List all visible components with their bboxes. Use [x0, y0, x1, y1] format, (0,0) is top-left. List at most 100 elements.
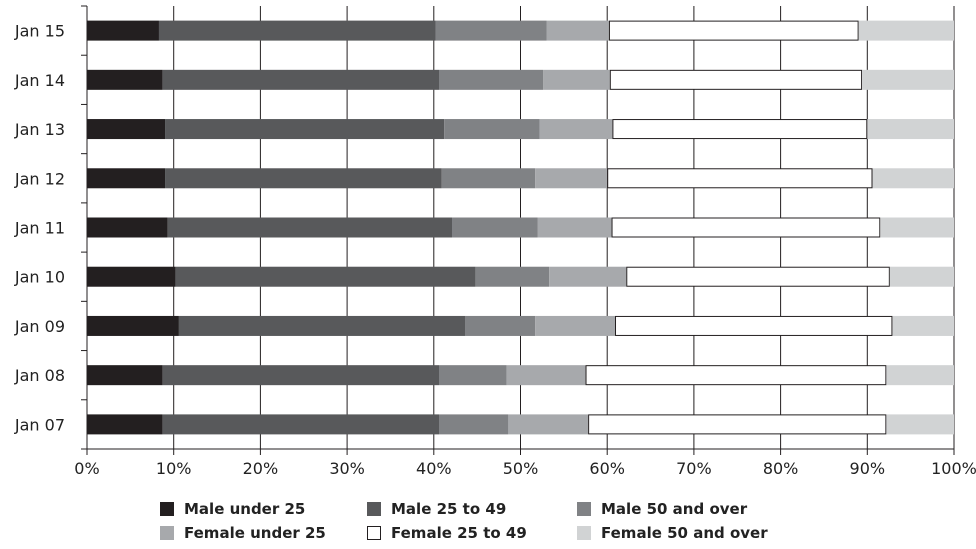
legend-label: Female 25 to 49: [391, 524, 527, 542]
bar-segment: [858, 20, 954, 41]
bar-segment: [609, 69, 863, 90]
bar-segment: [506, 365, 586, 386]
bar-segment: [87, 266, 176, 287]
y-category-label: Jan 10: [14, 268, 65, 287]
legend-swatch: [367, 502, 381, 516]
bar-segment: [535, 315, 616, 336]
bar-segment: [615, 315, 893, 336]
x-tick-label: 10%: [156, 459, 192, 478]
legend-label: Male under 25: [184, 500, 306, 518]
y-category-label: Jan 13: [14, 120, 65, 139]
y-category-labels: Jan 15 Jan 14 Jan 13 Jan 12 Jan 11 Jan 10 Jan …: [14, 22, 65, 435]
x-tick-label: 40%: [416, 459, 452, 478]
bar-segment: [539, 119, 613, 140]
bar-segment: [537, 217, 612, 238]
bar-segment: [626, 266, 890, 287]
x-tick-label: 60%: [589, 459, 625, 478]
bar-segment: [862, 69, 954, 90]
bar-segment: [549, 266, 627, 287]
bar-segment: [612, 119, 868, 140]
y-category-label: Jan 14: [14, 71, 65, 90]
bar-segment: [886, 414, 954, 435]
x-tick-label: 80%: [763, 459, 799, 478]
bar-segment: [611, 217, 881, 238]
legend-swatch: [160, 526, 174, 540]
bar-segment: [87, 20, 159, 41]
legend-item: Male under 25: [160, 500, 367, 518]
bar-segment: [889, 266, 954, 287]
bar-segment: [444, 119, 540, 140]
legend-item: Female 50 and over: [577, 524, 797, 542]
bar-segment: [162, 414, 440, 435]
legend-swatch: [367, 526, 381, 540]
legend-swatch: [577, 502, 591, 516]
y-category-label: Jan 15: [14, 22, 65, 41]
legend-label: Male 50 and over: [601, 500, 748, 518]
bar-segment: [475, 266, 550, 287]
bar-segment: [87, 365, 163, 386]
bar-segment: [439, 365, 507, 386]
bar-segment: [439, 69, 544, 90]
bar-segment: [535, 168, 608, 189]
bar-segment: [608, 20, 859, 41]
legend-row: Male under 25 Male 25 to 49 Male 50 and …: [160, 497, 800, 521]
bar-segment: [87, 315, 179, 336]
bar-segment: [87, 414, 163, 435]
bar-segment: [886, 365, 954, 386]
bar-segment: [607, 168, 873, 189]
bar-segment: [588, 414, 887, 435]
bar-segment: [872, 168, 954, 189]
legend-swatch: [577, 526, 591, 540]
bar-segment: [87, 119, 166, 140]
bar-segment: [87, 69, 163, 90]
bar-segment: [165, 168, 442, 189]
y-category-label: Jan 08: [14, 366, 65, 385]
bar-segment: [167, 217, 453, 238]
bar-segment: [867, 119, 954, 140]
bar-segment: [87, 217, 168, 238]
bar-segment: [435, 20, 547, 41]
x-tick-label: 30%: [329, 459, 365, 478]
bar-segment: [585, 365, 887, 386]
legend-item: Male 25 to 49: [367, 500, 577, 518]
x-tick-label: 90%: [850, 459, 886, 478]
bar-segment: [508, 414, 589, 435]
legend-swatch: [160, 502, 174, 516]
bar-segment: [441, 168, 536, 189]
bar-segment: [452, 217, 538, 238]
y-category-label: Jan 12: [14, 169, 65, 188]
legend-label: Female 50 and over: [601, 524, 768, 542]
axes: [81, 5, 955, 455]
legend-label: Male 25 to 49: [391, 500, 507, 518]
x-tick-label: 70%: [676, 459, 712, 478]
bar-segment: [165, 119, 445, 140]
bar-segment: [178, 315, 466, 336]
y-category-label: Jan 09: [14, 317, 65, 336]
bar-segment: [162, 365, 440, 386]
bar-segment: [546, 20, 609, 41]
x-tick-labels: 0% 10% 20% 30% 40% 50% 60% 70% 80% 90% 100%: [74, 459, 976, 478]
bar-segment: [880, 217, 954, 238]
bar-segment: [158, 20, 436, 41]
bar-segment: [439, 414, 509, 435]
bars: [87, 20, 954, 435]
legend-item: Female 25 to 49: [367, 524, 577, 542]
legend: Male under 25 Male 25 to 49 Male 50 and …: [160, 497, 800, 545]
bar-segment: [543, 69, 610, 90]
legend-item: Female under 25: [160, 524, 367, 542]
y-category-label: Jan 07: [14, 415, 65, 434]
legend-row: Female under 25 Female 25 to 49 Female 5…: [160, 521, 800, 545]
x-tick-label: 50%: [503, 459, 539, 478]
y-category-label: Jan 11: [14, 219, 65, 238]
chart: 0% 10% 20% 30% 40% 50% 60% 70% 80% 90% 100% Jan 15…: [14, 5, 976, 478]
x-tick-label: 0%: [74, 459, 99, 478]
bar-segment: [162, 69, 440, 90]
x-tick-label: 20%: [243, 459, 279, 478]
legend-item: Male 50 and over: [577, 500, 797, 518]
bar-segment: [465, 315, 536, 336]
bar-segment: [892, 315, 954, 336]
bar-segment: [87, 168, 166, 189]
x-tick-label: 100%: [931, 459, 976, 478]
legend-label: Female under 25: [184, 524, 326, 542]
bar-segment: [175, 266, 476, 287]
